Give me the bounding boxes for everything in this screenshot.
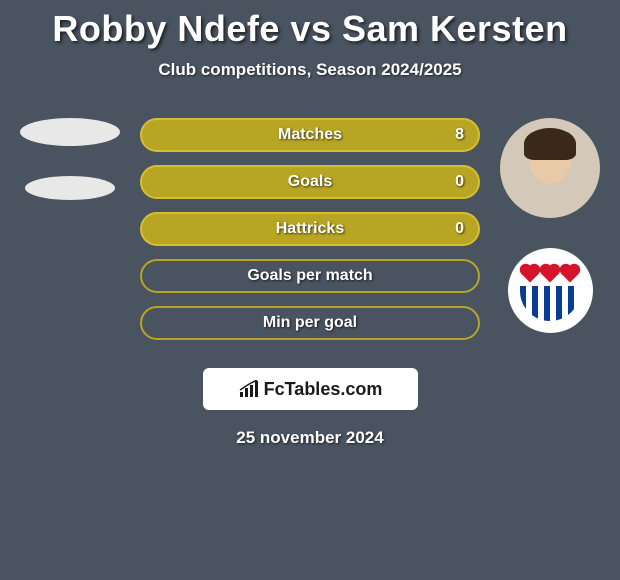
comparison-title: Robby Ndefe vs Sam Kersten (0, 0, 620, 50)
season-subtitle: Club competitions, Season 2024/2025 (0, 60, 620, 80)
stat-value: 8 (455, 126, 464, 144)
player-left-club-placeholder (25, 176, 115, 200)
heart-icon (542, 265, 559, 282)
generation-date: 25 november 2024 (0, 428, 620, 448)
stat-label: Min per goal (263, 314, 357, 332)
chart-icon (238, 380, 260, 398)
stat-bar-min-per-goal: Min per goal (140, 306, 480, 340)
stat-label: Goals (288, 173, 332, 191)
comparison-content: Matches 8 Goals 0 Hattricks 0 Goals per … (0, 118, 620, 368)
club-badge-stripes (520, 286, 580, 321)
branding-badge: FcTables.com (203, 368, 418, 410)
player-left-column (10, 118, 130, 200)
stat-label: Matches (278, 126, 342, 144)
player-left-avatar-placeholder (20, 118, 120, 146)
stat-value: 0 (455, 173, 464, 191)
player-right-avatar (500, 118, 600, 218)
club-badge-inner (520, 261, 580, 321)
heart-icon (562, 265, 579, 282)
player-right-column (490, 118, 610, 333)
stat-bar-hattricks: Hattricks 0 (140, 212, 480, 246)
stat-bar-goals: Goals 0 (140, 165, 480, 199)
branding-text: FcTables.com (264, 379, 383, 400)
stat-label: Goals per match (247, 267, 372, 285)
stat-value: 0 (455, 220, 464, 238)
stat-bar-goals-per-match: Goals per match (140, 259, 480, 293)
heart-icon (522, 265, 539, 282)
player-right-club-badge (508, 248, 593, 333)
stat-bar-matches: Matches 8 (140, 118, 480, 152)
stat-label: Hattricks (276, 220, 344, 238)
club-badge-hearts (520, 263, 580, 285)
stats-bars: Matches 8 Goals 0 Hattricks 0 Goals per … (140, 118, 480, 353)
